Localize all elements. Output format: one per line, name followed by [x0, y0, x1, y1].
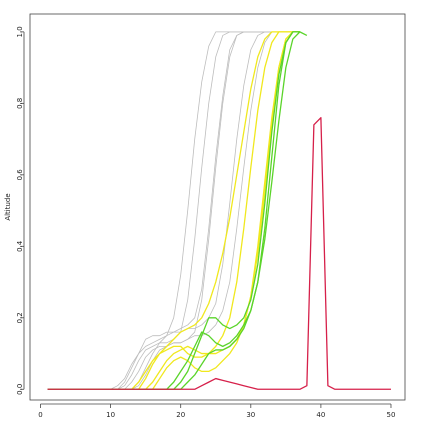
x-tick-label: 20: [176, 411, 185, 419]
y-tick-label: 0.4: [16, 240, 24, 252]
y-axis-label: Altitude: [4, 193, 12, 220]
x-tick-label: 30: [246, 411, 255, 419]
y-tick-label: 0.2: [16, 312, 24, 323]
y-tick-label: 0.8: [16, 98, 24, 109]
y-tick-label: 0.6: [16, 169, 24, 181]
y-tick-label: 0.0: [16, 384, 24, 395]
x-tick-label: 10: [106, 411, 115, 419]
series-line: [47, 117, 391, 390]
x-tick-label: 40: [316, 411, 325, 419]
y-tick-label: 1.0: [16, 26, 24, 37]
x-tick-label: 50: [387, 411, 396, 419]
plot-frame: [29, 13, 406, 401]
x-tick-label: 0: [38, 411, 42, 419]
